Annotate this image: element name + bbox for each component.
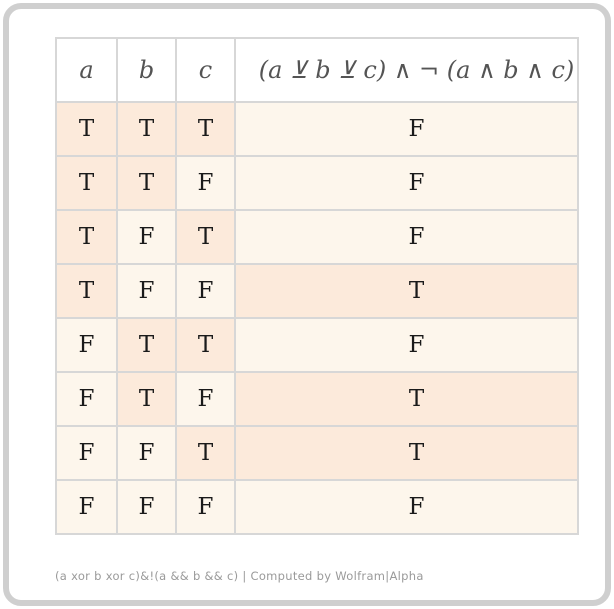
truth-cell: F	[175, 479, 236, 535]
truth-cell: F	[55, 425, 118, 481]
header-row: a b c (a ⊻ b ⊻ c) ∧ ¬ (a ∧ b ∧ c)	[55, 37, 579, 103]
computed-by-caption: (a xor b xor c)&!(a && b && c) | Compute…	[55, 569, 424, 583]
result-cell: F	[234, 317, 579, 373]
table-row: F F F F	[55, 479, 579, 535]
result-cell: F	[234, 209, 579, 265]
truth-cell: T	[55, 101, 118, 157]
truth-cell: F	[175, 371, 236, 427]
truth-cell: F	[116, 209, 177, 265]
truth-cell: T	[55, 209, 118, 265]
result-cell: F	[234, 479, 579, 535]
table-row: F T T F	[55, 317, 579, 373]
table-row: T T T F	[55, 101, 579, 157]
table-row: T F F T	[55, 263, 579, 319]
result-pod-frame: a b c (a ⊻ b ⊻ c) ∧ ¬ (a ∧ b ∧ c) T T T …	[3, 3, 611, 606]
table-row: F T F T	[55, 371, 579, 427]
truth-cell: T	[175, 101, 236, 157]
truth-cell: T	[116, 317, 177, 373]
truth-cell: T	[116, 371, 177, 427]
table-row: T T F F	[55, 155, 579, 211]
truth-cell: F	[55, 479, 118, 535]
truth-cell: T	[55, 155, 118, 211]
column-header-c: c	[175, 37, 236, 103]
column-header-formula: (a ⊻ b ⊻ c) ∧ ¬ (a ∧ b ∧ c)	[234, 37, 579, 103]
truth-cell: F	[116, 425, 177, 481]
truth-cell: F	[116, 263, 177, 319]
result-cell: F	[234, 155, 579, 211]
truth-cell: F	[175, 263, 236, 319]
table-row: T F T F	[55, 209, 579, 265]
result-cell: T	[234, 263, 579, 319]
truth-cell: T	[175, 209, 236, 265]
table-row: F F T T	[55, 425, 579, 481]
truth-cell: T	[116, 155, 177, 211]
column-header-b: b	[116, 37, 177, 103]
truth-cell: F	[55, 317, 118, 373]
truth-cell: T	[175, 425, 236, 481]
result-cell: T	[234, 425, 579, 481]
truth-cell: T	[116, 101, 177, 157]
truth-cell: F	[175, 155, 236, 211]
truth-cell: T	[55, 263, 118, 319]
truth-cell: F	[55, 371, 118, 427]
truth-cell: T	[175, 317, 236, 373]
result-cell: F	[234, 101, 579, 157]
column-header-a: a	[55, 37, 118, 103]
result-cell: T	[234, 371, 579, 427]
truth-cell: F	[116, 479, 177, 535]
truth-table: a b c (a ⊻ b ⊻ c) ∧ ¬ (a ∧ b ∧ c) T T T …	[55, 37, 579, 535]
